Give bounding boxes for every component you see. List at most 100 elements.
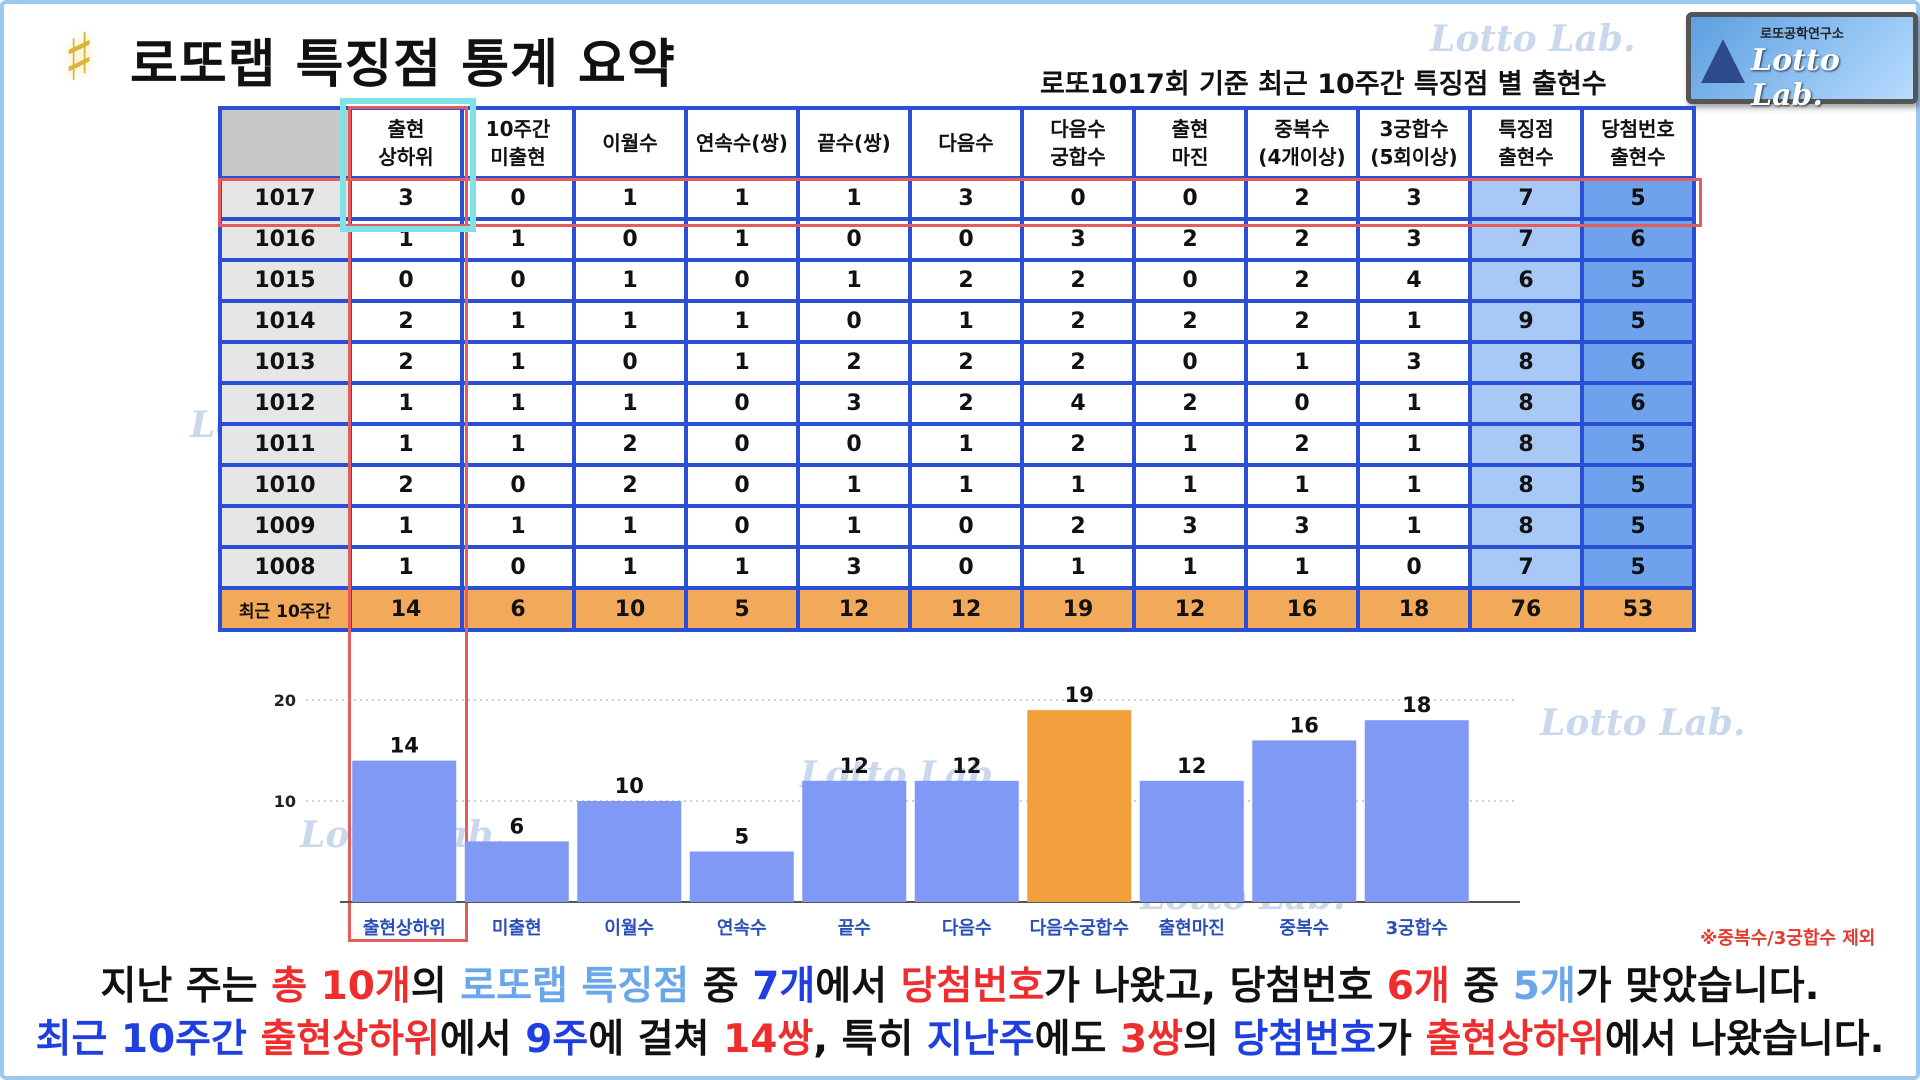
table-cell: 3 xyxy=(1132,504,1248,549)
x-tick-label: 다음수 xyxy=(942,918,992,939)
table-cell: 3 xyxy=(1244,504,1360,549)
table-cell: 1 xyxy=(796,176,912,221)
table-cell: 1 xyxy=(572,545,688,590)
brand-name: Lotto Lab. xyxy=(1751,43,1840,113)
table-cell: 0 xyxy=(1244,381,1360,426)
table-row: 1014 2 1 1 1 0 1 2 2 2 1 9 5 xyxy=(218,299,1696,344)
watermark: Lotto Lab. xyxy=(1430,18,1636,60)
table-cell: 0 xyxy=(908,545,1024,590)
data-label: 6 xyxy=(509,814,524,838)
summary-segment: 에도 xyxy=(1034,1017,1120,1062)
table-cell: 1 xyxy=(908,422,1024,467)
table-cell: 2 xyxy=(1020,299,1136,344)
table-cell: 4 xyxy=(1356,258,1472,303)
x-tick-label: 출현마진 xyxy=(1159,918,1225,939)
data-label: 10 xyxy=(615,774,644,798)
table-cell: 2 xyxy=(796,340,912,385)
table-cell: 2 xyxy=(348,299,464,344)
table-cell: 1 xyxy=(460,381,576,426)
table-cell: 6 xyxy=(1580,381,1696,426)
column-header: 출현 상하위 xyxy=(348,106,464,180)
summary-segment: 지난 주는 xyxy=(100,964,272,1009)
row-label: 1010 xyxy=(218,463,352,508)
bar xyxy=(464,841,569,902)
bar xyxy=(352,760,457,902)
x-tick-label: 중복수 xyxy=(1279,918,1329,939)
table-cell: 1 xyxy=(460,422,576,467)
header-row: 출현 상하위 10주간 미출현 이월수 연속수(쌍) 끝수(쌍) 다음수 다음수 궁합수 출현… xyxy=(218,106,1696,180)
table-cell: 0 xyxy=(460,258,576,303)
table-cell: 2 xyxy=(1244,299,1360,344)
column-header: 끝수(쌍) xyxy=(796,106,912,180)
summary-segment: 가 맞았습니다. xyxy=(1575,964,1820,1009)
bar xyxy=(1252,740,1357,902)
column-header: 10주간 미출현 xyxy=(460,106,576,180)
table-cell: 0 xyxy=(460,463,576,508)
x-tick-label: 이월수 xyxy=(604,918,654,939)
x-tick-label: 미출현 xyxy=(492,918,542,939)
summary-segment: 의 xyxy=(1183,1017,1233,1062)
table-cell: 19 xyxy=(1020,586,1136,632)
table-cell: 2 xyxy=(1020,504,1136,549)
table-cell: 5 xyxy=(1580,422,1696,467)
data-label: 12 xyxy=(1177,754,1206,778)
summary-segment: 로또랩 특징점 xyxy=(460,964,690,1009)
bar xyxy=(1364,720,1469,902)
table-cell: 2 xyxy=(1132,299,1248,344)
table-cell: 1 xyxy=(1132,463,1248,508)
table-cell: 0 xyxy=(1356,545,1472,590)
y-tick-label: 20 xyxy=(274,691,296,710)
bar xyxy=(914,780,1019,902)
table-cell: 0 xyxy=(1132,258,1248,303)
row-label: 1011 xyxy=(218,422,352,467)
table-row: 1017 3 0 1 1 1 3 0 0 2 3 7 5 xyxy=(218,176,1696,221)
brand-caption: 로또공학연구소 xyxy=(1760,27,1844,42)
lottolab-symbol-icon: ♯ xyxy=(63,18,95,96)
table-row: 1013 2 1 0 1 2 2 2 0 1 3 8 6 xyxy=(218,340,1696,385)
row-label: 1015 xyxy=(218,258,352,303)
table-cell: 10 xyxy=(572,586,688,632)
summary-segment: 가 나왔고, 당첨번호 xyxy=(1044,964,1387,1009)
table-cell: 2 xyxy=(1244,258,1360,303)
table-cell: 1 xyxy=(348,422,464,467)
table-cell: 12 xyxy=(908,586,1024,632)
data-label: 16 xyxy=(1290,713,1319,737)
table-cell: 3 xyxy=(796,545,912,590)
summary-segment: 의 xyxy=(410,964,461,1009)
table-cell: 0 xyxy=(460,545,576,590)
table-cell: 1 xyxy=(1356,381,1472,426)
table-cell: 9 xyxy=(1468,299,1584,344)
corner-cell xyxy=(218,106,352,180)
table-cell: 1 xyxy=(572,299,688,344)
table-cell: 2 xyxy=(908,340,1024,385)
summary-segment: 14쌍 xyxy=(723,1017,814,1062)
table-cell: 1 xyxy=(572,258,688,303)
table-cell: 0 xyxy=(684,258,800,303)
table-cell: 0 xyxy=(1132,176,1248,221)
table-cell: 3 xyxy=(796,381,912,426)
table-cell: 1 xyxy=(1356,463,1472,508)
latest-appearance-cell-highlight xyxy=(340,98,476,232)
row-label: 1014 xyxy=(218,299,352,344)
footnote: ※중복수/3궁합수 제외 xyxy=(1700,928,1876,949)
table-cell: 8 xyxy=(1468,463,1584,508)
column-header: 이월수 xyxy=(572,106,688,180)
table-cell: 1 xyxy=(1020,463,1136,508)
table-cell: 2 xyxy=(1244,422,1360,467)
table-row: 1015 0 0 1 0 1 2 2 0 2 4 6 5 xyxy=(218,258,1696,303)
data-label: 12 xyxy=(952,754,981,778)
column-header: 중복수 (4개이상) xyxy=(1244,106,1360,180)
table-cell: 1 xyxy=(348,545,464,590)
table-cell: 5 xyxy=(1580,545,1696,590)
table-cell: 1 xyxy=(1356,504,1472,549)
summary-segment: 9주 xyxy=(525,1017,589,1062)
table-cell: 2 xyxy=(348,463,464,508)
table-cell: 2 xyxy=(908,381,1024,426)
column-header: 다음수 궁합수 xyxy=(1020,106,1136,180)
summary-segment: 가 xyxy=(1376,1017,1426,1062)
table-cell: 12 xyxy=(1132,586,1248,632)
bar xyxy=(689,851,794,902)
table-cell: 1 xyxy=(796,504,912,549)
